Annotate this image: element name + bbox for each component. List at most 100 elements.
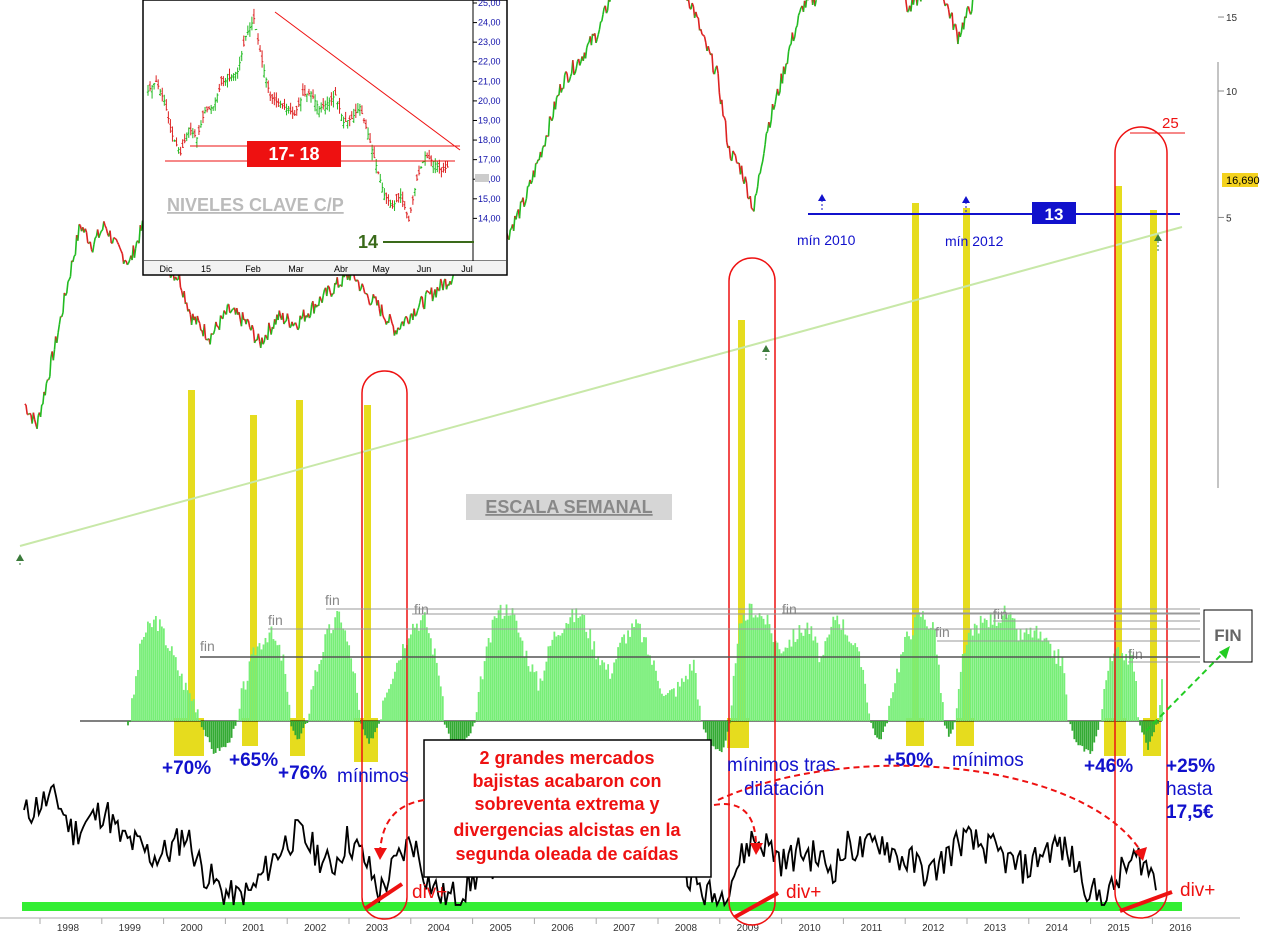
price-segment <box>905 2 909 12</box>
inset-chart: 25,00 24,00 23,00 22,00 21,00 20,00 19,00 18,00… <box>142 0 508 276</box>
inset-levels-box <box>247 141 341 167</box>
x-tick-label: 2014 <box>1046 923 1069 934</box>
price-segment <box>321 295 325 303</box>
highlight-bar <box>296 400 303 718</box>
x-tick-label: 2016 <box>1169 923 1192 934</box>
inset-y-tick-label: 14,00 <box>478 213 501 223</box>
callout-line-4: divergencias alcistas en la <box>453 820 681 840</box>
price-segment <box>405 315 408 319</box>
price-segment <box>85 232 89 243</box>
x-tick-label: 2004 <box>428 923 451 934</box>
price-segment <box>717 73 721 93</box>
inset-y-tick-label: 20,00 <box>478 96 501 106</box>
price-segment <box>523 203 527 208</box>
highlight-box <box>906 718 924 746</box>
inset-x-axis-band <box>144 261 506 274</box>
last-price-marker: 16,690 <box>1222 173 1260 187</box>
price-segment <box>540 147 544 158</box>
price-segment <box>547 116 551 137</box>
price-segment <box>185 302 189 312</box>
inset-title: NIVELES CLAVE C/P <box>167 195 344 215</box>
price-segment <box>300 316 304 320</box>
price-segment <box>777 91 781 96</box>
price-segment <box>64 292 68 296</box>
price-segment <box>57 324 61 334</box>
callout-arrow-right-head <box>1134 847 1147 861</box>
price-segment <box>566 73 569 83</box>
price-segment <box>231 308 234 311</box>
fin-box-label: FIN <box>1214 626 1241 645</box>
price-segment <box>949 14 952 19</box>
price-segment <box>134 241 138 249</box>
price-segment <box>814 0 817 7</box>
price-segment <box>605 10 609 14</box>
price-segment <box>545 134 548 137</box>
price-segment <box>724 120 728 143</box>
price-segment <box>91 244 95 253</box>
price-segment <box>117 244 121 249</box>
price-segment <box>29 412 32 416</box>
callout-line-1: 2 grandes mercados <box>479 748 654 768</box>
price-segment <box>402 318 406 327</box>
price-segment <box>713 68 717 75</box>
inset-x-tick-label: Feb <box>245 264 261 274</box>
price-segment <box>115 238 119 243</box>
callout-arrow-right <box>717 764 1141 851</box>
x-tick-label: 2009 <box>737 923 760 934</box>
callout-box <box>423 739 712 878</box>
price-segment <box>322 289 326 296</box>
price-segment <box>223 310 226 313</box>
price-segment <box>367 298 371 305</box>
price-segment <box>298 315 301 329</box>
price-segment <box>602 7 605 15</box>
x-tick-label: 2015 <box>1107 923 1130 934</box>
price-segment <box>415 310 419 316</box>
price-segment <box>241 312 245 321</box>
price-segment <box>952 24 956 31</box>
price-segment <box>426 290 429 293</box>
price-segment <box>568 76 572 82</box>
price-segment <box>268 322 271 329</box>
pct-70-label: +70% <box>162 758 211 779</box>
price-segment <box>94 235 98 239</box>
price-segment <box>257 333 261 342</box>
x-tick-label: 2006 <box>551 923 574 934</box>
highlight-bar <box>963 208 970 718</box>
price-segment <box>573 72 576 76</box>
price-segment <box>450 279 454 285</box>
price-segment <box>84 228 88 233</box>
y-tick-label: 10 <box>1226 87 1238 98</box>
price-segment <box>390 318 393 324</box>
price-segment <box>99 230 103 235</box>
price-segment <box>551 116 554 121</box>
price-segment <box>509 227 513 231</box>
price-segment <box>364 292 367 295</box>
price-segment <box>179 286 183 292</box>
x-tick-label: 2011 <box>861 923 883 934</box>
price-segment <box>512 215 516 231</box>
fin-label: fin <box>200 638 215 654</box>
price-segment <box>716 65 719 74</box>
price-segment <box>508 229 512 240</box>
x-tick-label: 1999 <box>119 923 142 934</box>
red-oval-2003 <box>361 370 408 920</box>
price-segment <box>183 291 187 304</box>
price-segment <box>969 10 973 15</box>
price-segment <box>760 161 764 167</box>
price-segment <box>574 68 578 74</box>
highlight-bar <box>1115 186 1122 718</box>
inset-y-tick-label: 23,00 <box>478 37 501 47</box>
price-segment <box>32 412 36 420</box>
low-arrow-2009 <box>762 345 770 362</box>
div-line-2015 <box>1119 890 1173 913</box>
low-arrow-1997 <box>16 554 24 566</box>
inset-frame <box>142 0 508 276</box>
highlight-box <box>956 718 974 746</box>
min-2012-arrow <box>962 196 970 214</box>
price-segment <box>325 285 329 297</box>
price-segment <box>787 45 791 52</box>
price-segment <box>391 322 394 327</box>
price-segment <box>356 279 360 283</box>
price-segment <box>218 315 222 330</box>
fin-label: fin <box>268 612 283 628</box>
